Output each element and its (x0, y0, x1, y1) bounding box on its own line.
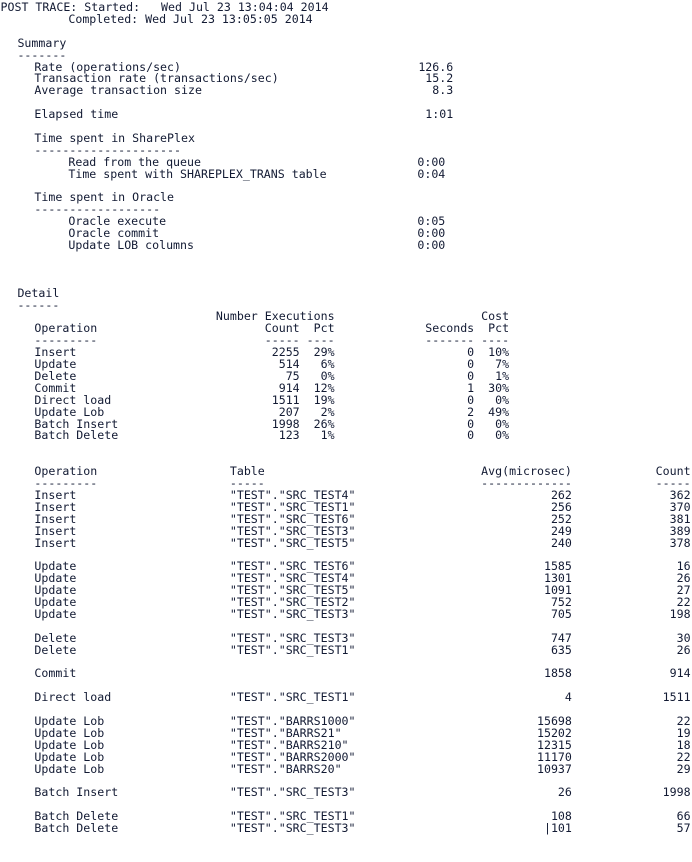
oracle-time-row-1: Oracle commit 0:00 (68, 226, 446, 241)
operations-table-group-header: Number Executions Cost (34, 309, 510, 324)
tables-table-row: Update "TEST"."SRC_TEST3" 705 198 0 (34, 606, 691, 621)
summary-rate-row-1: Transaction rate (transactions/sec) 15.2 (34, 71, 454, 86)
operations-table-row: Delete 75 0% 0 1% (34, 368, 510, 383)
post-trace-started-line: POST TRACE: Started: Wed Jul 23 13:04:04… (0, 0, 329, 14)
shareplex-time-row-0: Read from the queue 0:00 (68, 154, 446, 169)
operations-table-header-rule: --------- ----- ---- ------- ---- (34, 333, 510, 348)
operations-table-column-headers: Operation Count Pct Seconds Pct (34, 321, 510, 336)
tables-table-row: Update Lob "TEST"."BARRS1000" 15698 22 0 (34, 714, 691, 728)
tables-table-row: Insert "TEST"."SRC_TEST3" 249 389 0 (34, 523, 691, 538)
tables-table-row: Batch Delete "TEST"."SRC_TEST3" |101 57 … (34, 821, 691, 836)
oracle-time-row-2: Update LOB columns 0:00 (68, 238, 446, 252)
oracle-time-rule: ------------------ (34, 202, 161, 217)
tables-table-row: Commit 1858 914 1 (34, 666, 691, 681)
post-trace-completed-line: Completed: Wed Jul 23 13:05:05 2014 (68, 11, 313, 26)
tables-table-row: Batch Insert "TEST"."SRC_TEST3" 26 1998 … (34, 785, 691, 800)
summary-heading: Summary (17, 35, 67, 50)
operations-table-row: Insert 2255 29% 0 10% (34, 345, 510, 360)
summary-elapsed-row: Elapsed time 1:01 (34, 107, 454, 122)
tables-table-row: Update Lob "TEST"."BARRS2000" 11170 22 0 (34, 749, 691, 764)
tables-table-header-rule: --------- ----- ------------- ----- ----… (34, 476, 691, 490)
operations-table-row: Batch Insert 1998 26% 0 0% (34, 416, 510, 431)
tables-table-row: Update "TEST"."SRC_TEST2" 752 22 0 (34, 595, 691, 609)
operations-table-row: Update Lob 207 2% 2 49% (34, 404, 510, 419)
tables-table-row: Update Lob "TEST"."BARRS210" 12315 18 0 (34, 737, 691, 752)
summary-rate-row-0: Rate (operations/sec) 126.6 (34, 59, 454, 74)
tables-table-row: Batch Delete "TEST"."SRC_TEST1" 108 66 0 (34, 809, 691, 824)
oracle-time-heading: Time spent in Oracle (34, 190, 175, 205)
shareplex-time-heading: Time spent in SharePlex (34, 130, 195, 145)
tables-table-row: Insert "TEST"."SRC_TEST6" 252 381 0 (34, 511, 691, 526)
shareplex-time-rule: --------------------- (34, 142, 182, 157)
operations-table-row: Commit 914 12% 1 30% (34, 380, 510, 395)
detail-heading-rule: ------ (17, 297, 60, 312)
detail-heading: Detail (17, 285, 60, 300)
tables-table-row: Direct load "TEST"."SRC_TEST1" 4 1511 0 (34, 690, 691, 705)
operations-table-row: Batch Delete 123 1% 0 0% (34, 428, 510, 443)
tables-table-row: Update Lob "TEST"."BARRS21" 15202 19 0 (34, 725, 691, 740)
tables-table-row: Update "TEST"."SRC_TEST6" 1585 16 0 (34, 559, 691, 574)
operations-table-row: Update 514 6% 0 7% (34, 357, 510, 371)
tables-table-row: Insert "TEST"."SRC_TEST4" 262 362 0 (34, 487, 691, 502)
tables-table-row: Update "TEST"."SRC_TEST5" 1091 27 0 (34, 583, 691, 598)
shareplex-time-row-1: Time spent with SHAREPLEX_TRANS table 0:… (68, 166, 446, 181)
tables-table-row: Insert "TEST"."SRC_TEST1" 256 370 0 (34, 499, 691, 514)
tables-table-row: Delete "TEST"."SRC_TEST3" 747 30 0 (34, 630, 691, 645)
summary-rate-row-2: Average transaction size 8.3 (34, 83, 454, 98)
tables-table-row: Delete "TEST"."SRC_TEST1" 635 26 0 (34, 642, 691, 657)
tables-table-column-headers: Operation Table Avg(microsec) Count Tota… (34, 464, 691, 479)
oracle-time-row-0: Oracle execute 0:05 (68, 214, 446, 229)
tables-table-row: Insert "TEST"."SRC_TEST5" 240 378 0 (34, 535, 691, 550)
tables-table-row: Update Lob "TEST"."BARRS20" 10937 29 0 (34, 761, 691, 776)
operations-table-row: Direct load 1511 19% 0 0% (34, 392, 510, 407)
tables-table-row: Update "TEST"."SRC_TEST4" 1301 26 0 (34, 571, 691, 586)
summary-heading-rule: ------- (17, 47, 67, 62)
